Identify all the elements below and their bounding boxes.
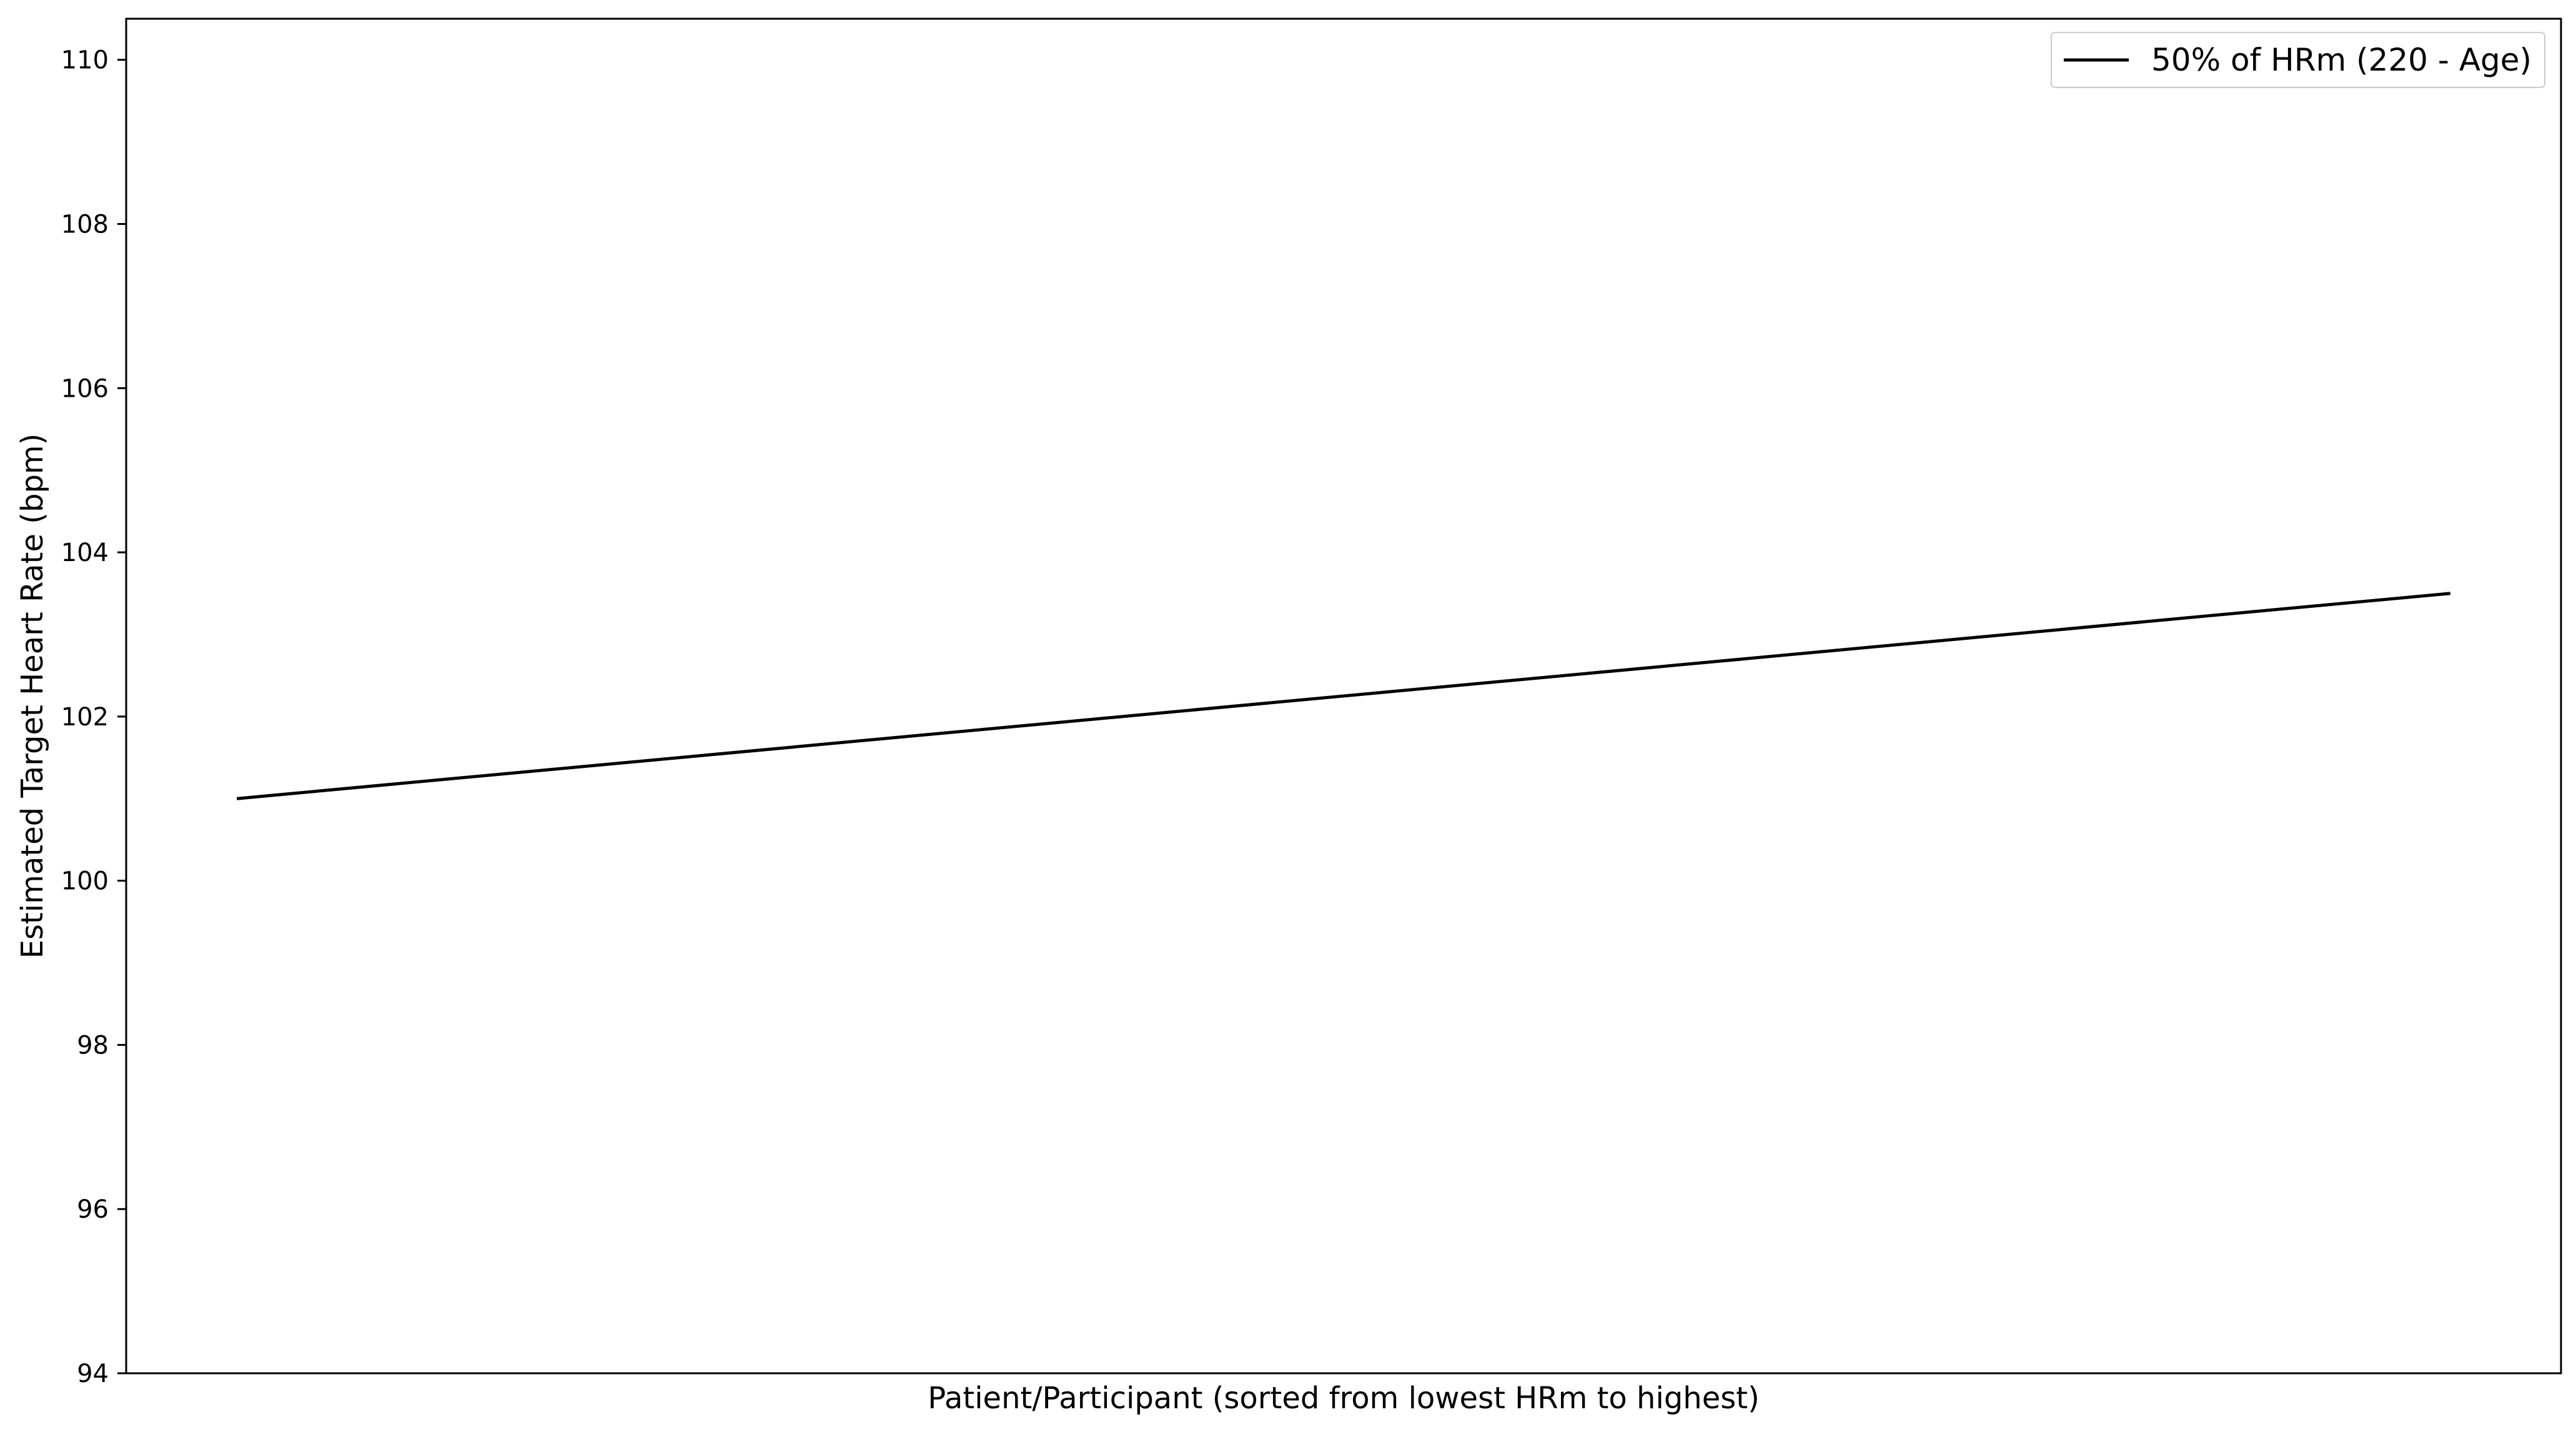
y-tick-label: 110 [61,46,109,75]
y-tick-label: 104 [61,539,109,567]
y-tick-label: 96 [77,1195,109,1224]
y-tick-label: 98 [77,1031,109,1060]
series-line-0 [236,592,2451,800]
y-axis-ticks: 94 96 98 100 102 104 106 108 110 [61,46,126,1388]
x-axis-label: Patient/Participant (sorted from lowest … [928,1381,1760,1416]
legend-box [2051,32,2545,88]
y-tick-label: 94 [77,1360,109,1388]
y-tick-label: 106 [61,374,109,403]
legend-entry-label: 50% of HRm (220 - Age) [2151,42,2532,78]
y-tick-label: 108 [61,210,109,239]
y-tick-label: 100 [61,867,109,896]
series-lines [236,592,2451,800]
y-tick-label: 102 [61,703,109,732]
plot-area-frame [125,17,2562,1375]
y-axis-label: Estimated Target Heart Rate (bpm) [15,434,50,959]
legend: 50% of HRm (220 - Age) [2051,32,2545,88]
